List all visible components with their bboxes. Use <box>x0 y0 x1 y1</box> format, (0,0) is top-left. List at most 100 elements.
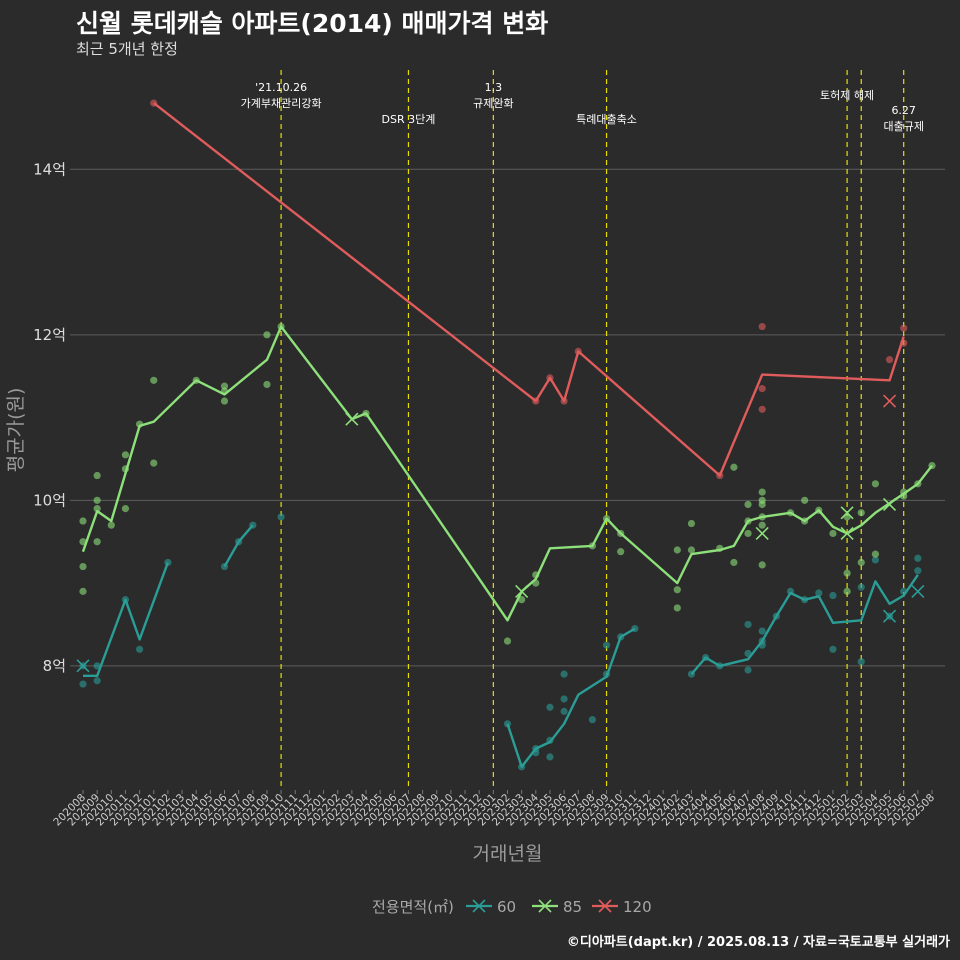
data-point-60 <box>815 589 823 597</box>
data-point-60 <box>546 703 554 711</box>
data-point-85 <box>673 586 681 594</box>
data-point-85 <box>532 579 540 587</box>
data-point-85 <box>79 517 87 525</box>
data-point-85 <box>829 529 837 538</box>
data-point-85 <box>192 376 200 384</box>
data-point-60 <box>702 653 710 662</box>
data-cross-120 <box>882 394 897 408</box>
data-point-85 <box>673 604 681 612</box>
data-point-85 <box>801 517 809 525</box>
data-point-85 <box>857 509 865 517</box>
data-point-60 <box>857 658 865 666</box>
data-point-60 <box>560 707 568 715</box>
data-point-85 <box>150 376 158 384</box>
data-point-85 <box>744 500 752 509</box>
data-point-85 <box>121 505 130 513</box>
data-point-60 <box>716 662 724 670</box>
data-point-120 <box>900 324 908 332</box>
series-line-60 <box>83 561 170 677</box>
data-point-85 <box>617 529 625 538</box>
y-tick-label: 14억 <box>33 160 66 178</box>
data-cross-85 <box>345 412 359 426</box>
data-point-60 <box>121 596 130 604</box>
legend-title: 전용면적(㎡) <box>372 898 454 916</box>
data-cross-85 <box>840 506 854 520</box>
data-point-85 <box>673 546 681 554</box>
event-label: '21.10.26 <box>255 81 307 94</box>
data-point-85 <box>758 521 766 529</box>
data-point-85 <box>758 561 766 569</box>
data-point-85 <box>136 420 144 428</box>
y-tick-label: 8억 <box>43 657 66 675</box>
data-point-60 <box>560 695 568 703</box>
data-point-85 <box>617 548 625 556</box>
data-point-85 <box>716 544 724 552</box>
data-point-120 <box>885 356 894 364</box>
data-point-60 <box>687 670 696 678</box>
data-point-85 <box>843 569 851 577</box>
data-point-85 <box>79 562 87 571</box>
chart-title: 신월 롯데캐슬 아파트(2014) 매매가격 변화 <box>76 9 549 38</box>
data-point-85 <box>928 461 936 470</box>
data-point-85 <box>121 451 130 459</box>
data-point-85 <box>503 637 512 645</box>
legend-swatch-cross-60 <box>472 899 486 913</box>
data-cross-60 <box>76 659 90 673</box>
data-point-120 <box>532 397 540 405</box>
data-point-60 <box>277 513 285 521</box>
data-point-85 <box>277 322 285 331</box>
data-point-85 <box>79 538 87 546</box>
data-point-60 <box>772 612 780 620</box>
event-label: 토허제 해제 <box>820 88 874 102</box>
data-point-120 <box>560 397 568 405</box>
data-point-85 <box>263 380 271 389</box>
data-point-85 <box>362 409 370 418</box>
data-point-120 <box>758 385 766 393</box>
data-point-85 <box>744 517 752 525</box>
data-point-85 <box>801 496 809 504</box>
data-point-60 <box>900 587 908 595</box>
legend-swatch-cross-85 <box>538 899 552 913</box>
data-point-60 <box>602 670 611 678</box>
legend-entry-60: 60 <box>497 898 516 916</box>
data-point-85 <box>758 488 766 496</box>
data-point-60 <box>758 627 766 635</box>
data-point-60 <box>79 680 87 688</box>
data-point-85 <box>121 465 130 473</box>
event-label: 특례대출축소 <box>576 113 637 126</box>
data-point-60 <box>93 677 101 685</box>
data-point-60 <box>786 587 795 595</box>
data-point-120 <box>546 374 554 382</box>
data-point-85 <box>518 596 526 604</box>
data-point-60 <box>801 596 809 604</box>
data-point-60 <box>744 649 752 658</box>
chart-subtitle: 최근 5개년 한정 <box>76 40 178 58</box>
data-point-85 <box>150 459 158 467</box>
data-cross-60 <box>911 584 925 598</box>
data-point-60 <box>546 736 554 744</box>
data-point-85 <box>758 513 766 521</box>
data-point-60 <box>235 538 243 546</box>
data-point-60 <box>560 670 568 678</box>
data-point-85 <box>687 519 696 528</box>
data-point-85 <box>914 480 922 488</box>
legend-swatch-cross-120 <box>598 899 612 913</box>
data-point-60 <box>532 749 540 757</box>
data-point-85 <box>744 529 752 538</box>
data-point-60 <box>136 645 144 653</box>
data-point-85 <box>93 471 101 480</box>
data-point-85 <box>843 587 851 595</box>
data-point-60 <box>617 633 625 641</box>
legend-entry-85: 85 <box>563 898 582 916</box>
data-point-60 <box>631 625 639 633</box>
data-point-85 <box>93 496 101 504</box>
data-cross-85 <box>515 584 529 598</box>
data-point-120 <box>574 347 582 355</box>
data-point-85 <box>900 488 908 496</box>
event-label: 1.3 <box>485 81 503 94</box>
series-line-120 <box>153 102 905 477</box>
data-point-60 <box>588 716 597 724</box>
data-point-85 <box>730 558 738 567</box>
data-point-85 <box>220 387 229 395</box>
